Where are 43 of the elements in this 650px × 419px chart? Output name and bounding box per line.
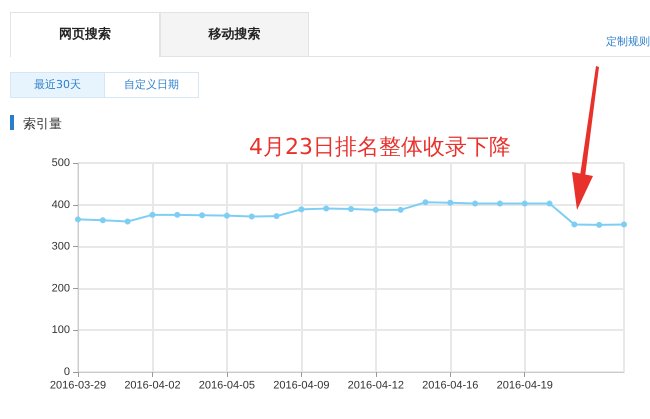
x-tick-label: 2016-04-02	[124, 380, 181, 392]
point	[596, 222, 602, 228]
point	[546, 200, 553, 207]
point	[274, 213, 280, 220]
text: 定制规则	[605, 34, 650, 50]
y-tick-label: 400	[52, 198, 70, 211]
y-tick-label: 200	[52, 282, 70, 294]
text: 4月23日排名整体收录下降	[248, 134, 512, 162]
point	[422, 199, 428, 206]
x-tick-label: 2016-03-29	[50, 380, 106, 392]
point	[298, 206, 304, 212]
point	[447, 200, 454, 206]
point	[224, 212, 230, 219]
text: 网页搜索	[10, 12, 160, 57]
point	[496, 200, 503, 207]
point	[124, 218, 131, 225]
point	[372, 206, 379, 213]
text: 移动搜索	[160, 12, 309, 57]
x-tick-label: 2016-04-09	[273, 380, 330, 392]
chart-title: 索引量	[23, 116, 62, 131]
x-tick-label: 2016-04-12	[348, 380, 404, 392]
x-tick-label: 2016-04-19	[496, 380, 553, 392]
y-tick-label: 100	[52, 324, 70, 336]
point	[75, 216, 81, 222]
x-tick-label: 2016-04-16	[422, 380, 478, 392]
x-tick-label: 2016-04-05	[198, 380, 256, 392]
point	[174, 212, 180, 218]
point	[248, 214, 255, 220]
point	[398, 206, 404, 213]
point	[199, 212, 206, 218]
point	[323, 206, 330, 212]
y-tick-label: 300	[52, 240, 70, 253]
text: 最近30天	[10, 72, 105, 98]
y-tick-label: 500	[52, 157, 70, 169]
text: 自定义日期	[104, 72, 199, 98]
point	[348, 206, 354, 212]
y-tick-label: 0	[64, 366, 70, 378]
point	[621, 221, 627, 228]
point	[472, 200, 478, 207]
point	[571, 221, 578, 228]
point	[522, 200, 528, 207]
point	[149, 212, 156, 218]
point	[100, 217, 106, 224]
